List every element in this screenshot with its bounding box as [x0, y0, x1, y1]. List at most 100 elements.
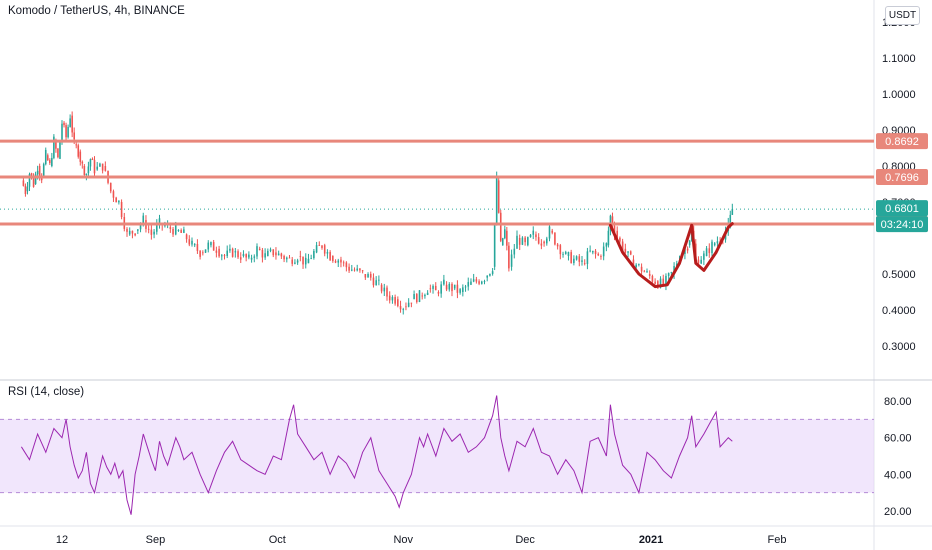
candle-body [180, 230, 182, 233]
candle-body [578, 256, 581, 262]
candle-body [480, 281, 483, 284]
candle-body [367, 273, 369, 278]
candle-body [304, 257, 307, 265]
candle-body [142, 215, 145, 225]
handle-curve[interactable] [690, 222, 734, 272]
time-tick-label: Nov [393, 534, 413, 546]
candle-body [646, 271, 648, 272]
candle-body [543, 241, 545, 244]
price-tick-label: 1.1000 [882, 53, 916, 65]
current-price-tag-bg [876, 200, 928, 217]
candle-body [703, 253, 705, 260]
candle-body [65, 125, 67, 138]
candle-body [657, 281, 659, 288]
candle-body [334, 261, 337, 263]
candle-body [99, 163, 101, 167]
rsi-tick-label: 80.00 [884, 396, 912, 408]
candle-body [93, 159, 96, 174]
candle-body [501, 238, 504, 246]
candle-body [340, 259, 342, 263]
candle-body [36, 170, 39, 175]
candle-body [648, 274, 651, 276]
candle-body [196, 244, 199, 251]
candle-body [115, 197, 117, 203]
candle-body [218, 248, 220, 257]
candle-body [51, 157, 53, 166]
candle-body [61, 123, 63, 142]
level-price-tag-text: 0.7696 [885, 172, 919, 184]
candle-body [212, 242, 215, 251]
level-price-tag-text: 0.8692 [885, 136, 919, 148]
candle-body [597, 253, 600, 256]
candle-body [256, 246, 258, 257]
price-series [22, 111, 734, 315]
candle-body [63, 122, 65, 126]
candle-body [495, 176, 498, 224]
candle-body [32, 176, 35, 187]
candle-body [535, 234, 537, 238]
candle-body [329, 252, 331, 261]
candle-body [510, 254, 513, 267]
candle-body [202, 252, 204, 254]
candle-body [155, 224, 158, 232]
candle-body [96, 166, 99, 170]
candle-body [359, 268, 361, 271]
candle-body [285, 257, 288, 260]
candle-body [380, 284, 383, 292]
currency-button[interactable]: USDT [885, 6, 920, 25]
candle-body [264, 253, 266, 258]
candle-body [226, 250, 229, 256]
candle-body [30, 173, 33, 177]
candle-body [261, 250, 264, 258]
candle-body [397, 299, 399, 307]
candle-body [245, 254, 247, 258]
countdown-tag-text: 03:24:10 [881, 219, 924, 231]
candle-body [548, 226, 551, 239]
candle-body [711, 241, 713, 254]
candle-body [337, 260, 340, 263]
candle-body [223, 255, 226, 257]
candle-body [234, 251, 237, 253]
candle-body [248, 254, 250, 258]
candle-body [418, 290, 421, 303]
candle-body [229, 248, 231, 251]
resistance-levels[interactable] [0, 139, 874, 226]
candle-body [716, 241, 719, 244]
candle-body [323, 245, 326, 254]
candle-body [410, 302, 413, 304]
candle-body [619, 237, 621, 242]
candle-body [345, 262, 348, 268]
candle-body [77, 145, 80, 157]
candle-body [164, 225, 166, 227]
candle-body [383, 287, 386, 292]
time-tick-label: Oct [269, 534, 286, 546]
candle-body [594, 250, 597, 254]
candle-body [491, 271, 494, 274]
candle-body [537, 237, 540, 244]
candle-body [71, 115, 73, 133]
rsi-band-fill [0, 419, 874, 493]
cup-curve[interactable] [608, 223, 694, 289]
candle-body [210, 242, 212, 246]
time-tick-label: Feb [768, 534, 787, 546]
candle-body [394, 297, 396, 304]
candle-body [708, 248, 711, 254]
candle-body [518, 238, 521, 245]
candle-body [183, 229, 185, 233]
candle-body [253, 256, 256, 258]
candle-body [532, 230, 535, 235]
candle-body [451, 283, 453, 292]
candle-body [139, 224, 142, 230]
candle-body [483, 281, 486, 282]
candle-body [638, 264, 640, 265]
candle-body [375, 280, 377, 286]
candle-body [158, 218, 161, 225]
candle-body [79, 151, 82, 162]
cup-handle-annotation[interactable] [608, 222, 734, 289]
candle-body [250, 257, 253, 260]
candle-body [497, 180, 500, 213]
candle-body [472, 279, 475, 282]
candle-body [350, 269, 353, 271]
candle-body [391, 297, 394, 301]
